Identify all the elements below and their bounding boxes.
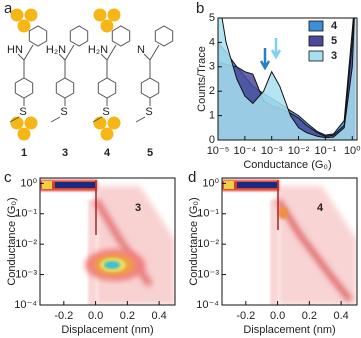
- molecule-bond: [55, 77, 75, 99]
- molecule-bond: [28, 25, 48, 47]
- molecule-bond: [154, 25, 174, 47]
- y-tick-label: 10⁻³: [197, 268, 219, 280]
- panel-label: c: [4, 169, 12, 186]
- x-tick-label: 0.0: [270, 310, 285, 322]
- x-tick-label: 10⁻⁵: [207, 145, 230, 157]
- molecule-bond: [50, 44, 75, 123]
- sulfur-label: S: [60, 106, 67, 118]
- x-tick-label: 0.2: [120, 310, 135, 322]
- x-tick-label: 0.0: [88, 310, 103, 322]
- y-tick-label: 10⁻³: [15, 268, 37, 280]
- y-tick-label: 1: [209, 110, 215, 122]
- y-tick-label: 10⁻¹: [15, 208, 37, 220]
- gold-electrode: [107, 8, 121, 22]
- gold-electrode: [17, 19, 31, 33]
- legend-label: 4: [331, 20, 338, 32]
- x-axis-label: Displacement (nm): [61, 324, 153, 336]
- plot-frame: [217, 17, 358, 141]
- legend-swatch: [308, 35, 324, 47]
- plot-frame: [39, 177, 176, 306]
- x-tick-label: -0.2: [236, 310, 255, 322]
- heatmap-image: [40, 180, 175, 305]
- molecule-bond: [140, 77, 160, 99]
- amine-label: HN: [7, 44, 23, 56]
- x-tick-label: 10⁻²: [288, 145, 310, 157]
- panel-label: b: [196, 0, 204, 17]
- molecule-bond: [9, 44, 34, 123]
- gold-electrode: [100, 19, 114, 33]
- series-line: [218, 18, 355, 137]
- series-line: [221, 18, 355, 139]
- x-tick-label: 10⁰: [344, 145, 361, 157]
- y-axis-label: Counts/Trace: [196, 46, 208, 112]
- y-tick-label: 4: [209, 36, 215, 48]
- x-axis-label: Displacement (nm): [243, 324, 335, 336]
- legend-label: 5: [331, 35, 337, 47]
- molecule-bond: [69, 25, 89, 47]
- y-tick-label: 10⁻¹: [197, 208, 219, 220]
- y-tick-label: 2: [209, 85, 215, 97]
- y-tick-label: 10⁰: [202, 177, 219, 189]
- x-tick-label: 10⁻¹: [315, 145, 337, 157]
- y-tick-label: 10⁰: [20, 177, 37, 189]
- panel-label: d: [188, 169, 196, 186]
- y-tick-label: 10⁻²: [197, 238, 219, 250]
- gold-electrode: [24, 8, 38, 22]
- legend-swatch: [308, 50, 324, 62]
- y-tick-label: 10⁻⁴: [196, 299, 219, 311]
- molecule-label: 3: [62, 147, 68, 159]
- molecule-bond: [111, 25, 131, 47]
- x-tick-label: 0.4: [333, 310, 348, 322]
- sulfur-label: S: [145, 106, 152, 118]
- y-tick-label: 5: [209, 12, 215, 24]
- molecule-label: 4: [104, 147, 111, 159]
- gold-electrode: [107, 116, 121, 130]
- peak-arrows: [259, 38, 282, 71]
- molecule-label: 5: [147, 147, 153, 159]
- y-tick-label: 10⁻⁴: [14, 299, 37, 311]
- gold-electrode: [100, 127, 114, 141]
- area-fill: [218, 18, 356, 140]
- series-group: [218, 18, 356, 140]
- annotation: 3: [135, 202, 141, 214]
- y-tick-label: 3: [209, 61, 215, 73]
- molecule-bond: [14, 77, 34, 99]
- sulfur-label: S: [102, 106, 109, 118]
- panel-label: a: [4, 0, 13, 17]
- legend-swatch: [308, 20, 324, 32]
- amine-label: H₂N: [46, 44, 66, 56]
- gold-electrode: [93, 8, 107, 22]
- y-axis-label: Conductance (G₀): [6, 197, 18, 285]
- sulfur-label: S: [19, 106, 26, 118]
- gold-electrode: [24, 116, 38, 130]
- amine-label: N: [137, 44, 145, 56]
- x-axis-label: Conductance (G₀): [243, 159, 331, 171]
- x-tick-label: -0.2: [54, 310, 73, 322]
- x-tick-label: 0.4: [151, 310, 166, 322]
- heatmap-image: [222, 180, 357, 305]
- x-tick-label: 10⁻³: [261, 145, 283, 157]
- y-tick-label: 0: [209, 134, 215, 146]
- legend-label: 3: [331, 50, 337, 62]
- annotation: 4: [317, 202, 324, 214]
- gold-electrode: [17, 127, 31, 141]
- molecule-bond: [135, 44, 160, 123]
- x-tick-label: 10⁻⁴: [233, 145, 256, 157]
- x-tick-label: 0.2: [302, 310, 317, 322]
- gold-electrode: [10, 8, 24, 22]
- molecule-label: 1: [21, 147, 27, 159]
- y-axis-label: Conductance (G₀): [188, 197, 200, 285]
- amine-label: H₂N: [88, 44, 108, 56]
- plot-frame: [221, 177, 358, 306]
- molecule-bond: [97, 77, 117, 99]
- molecule-bond: [92, 44, 117, 123]
- y-tick-label: 10⁻²: [15, 238, 37, 250]
